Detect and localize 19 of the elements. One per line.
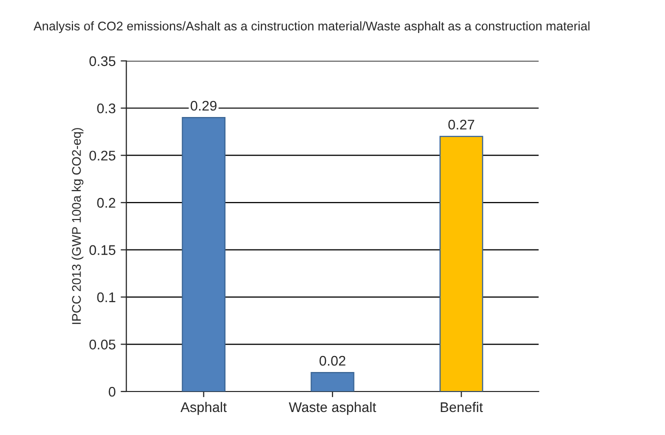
x-tick-label: Waste asphalt [288,402,376,415]
data-label: 0.29 [190,100,217,111]
y-tick-label: 0.15 [89,245,116,255]
y-tick-label: 0.2 [97,198,116,208]
y-tick-label: 0.05 [89,340,116,350]
y-tick-label: 0.25 [89,150,116,161]
x-tick-label: Asphalt [180,402,227,415]
data-label: 0.27 [448,120,474,130]
bar [310,372,354,392]
chart-title: Analysis of CO2 emissions/Ashalt as a cinstruction material/Waste asphalt as a construction material [34,21,590,33]
bar [182,117,226,392]
data-label: 0.02 [320,356,346,366]
y-tick-label: 0.3 [97,103,116,114]
y-tick-label: 0.1 [97,292,116,302]
y-tick-label: 0 [108,386,116,397]
y-tick-label: 0.35 [89,56,116,66]
y-axis-title: IPCC 2013 (GWP 100a kg CO2-eq) [72,128,84,324]
x-tick-label: Benefit [440,402,483,412]
bar [440,136,484,392]
